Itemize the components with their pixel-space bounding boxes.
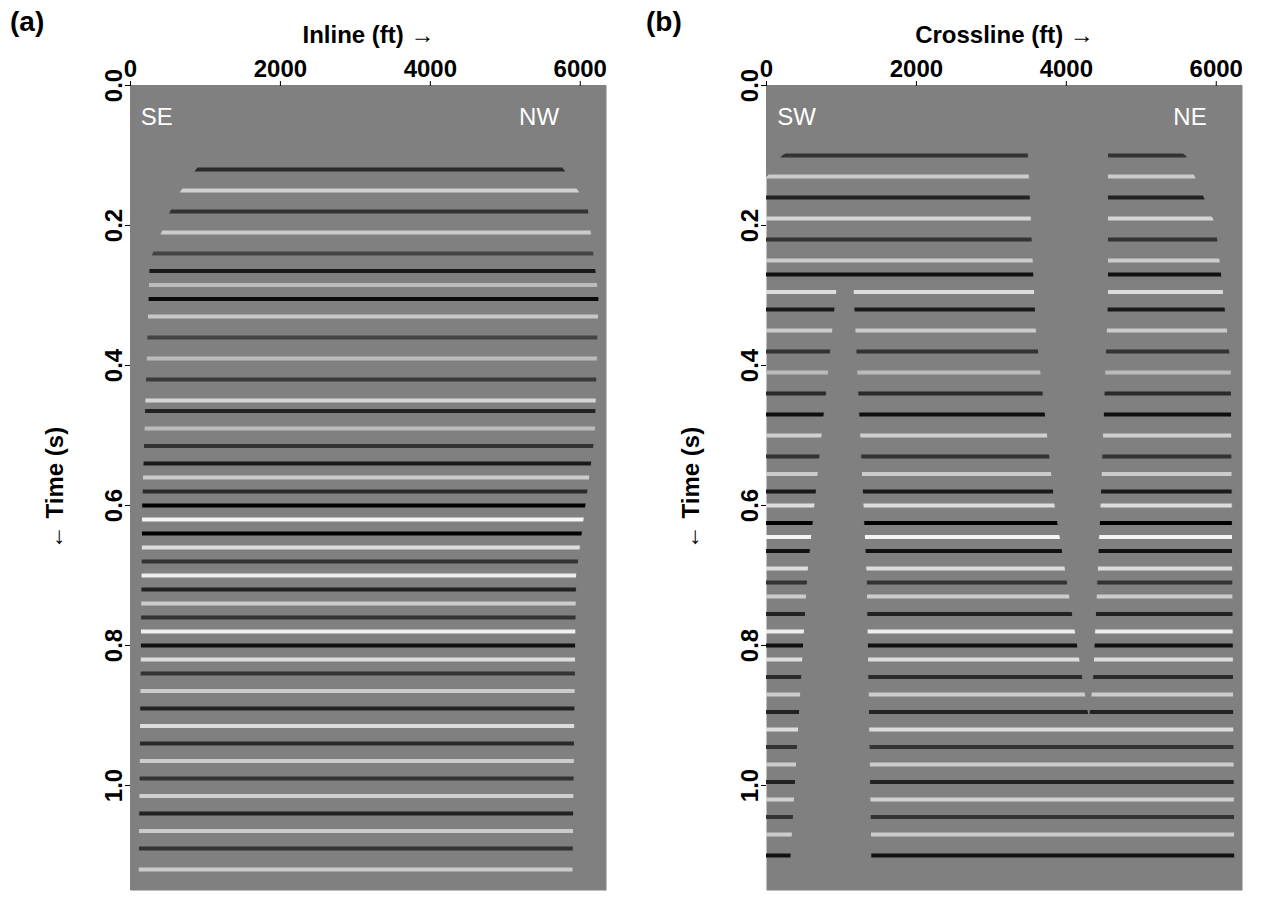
svg-text:← Time (s): ← Time (s) [41,427,68,549]
svg-text:0.6: 0.6 [736,489,763,522]
svg-text:Inline (ft) →: Inline (ft) → [303,21,435,48]
svg-text:6000: 6000 [554,55,607,82]
html-text:(b): (b) [646,6,682,37]
svg-text:1.0: 1.0 [100,769,127,802]
svg-text:0: 0 [123,54,138,82]
svg-text:0.0: 0.0 [736,69,763,102]
svg-text:Crossline (ft) →: Crossline (ft) → [915,21,1094,48]
svg-text:4000: 4000 [404,55,457,82]
svg-text:0.6: 0.6 [100,489,127,522]
svg-text:0.2: 0.2 [736,209,763,242]
svg-text:2000: 2000 [890,55,943,82]
svg-text:0.0: 0.0 [100,69,127,102]
svg-text:SW: SW [777,103,816,130]
svg-text:SE: SE [141,103,173,130]
svg-text:0: 0 [759,54,774,82]
svg-text:NW: NW [519,103,559,130]
svg-text:0.8: 0.8 [100,629,127,662]
html-text:(a): (a) [10,6,45,37]
svg-text:0.4: 0.4 [100,348,127,382]
svg-text:0.8: 0.8 [736,629,763,662]
svg-text:1.0: 1.0 [736,769,763,802]
svg-text:2000: 2000 [254,55,307,82]
svg-text:6000: 6000 [1190,55,1243,82]
svg-text:4000: 4000 [1040,55,1093,82]
svg-text:← Time (s): ← Time (s) [677,427,704,549]
svg-text:0.4: 0.4 [736,348,763,382]
svg-text:0.2: 0.2 [100,209,127,242]
svg-text:NE: NE [1173,103,1206,130]
